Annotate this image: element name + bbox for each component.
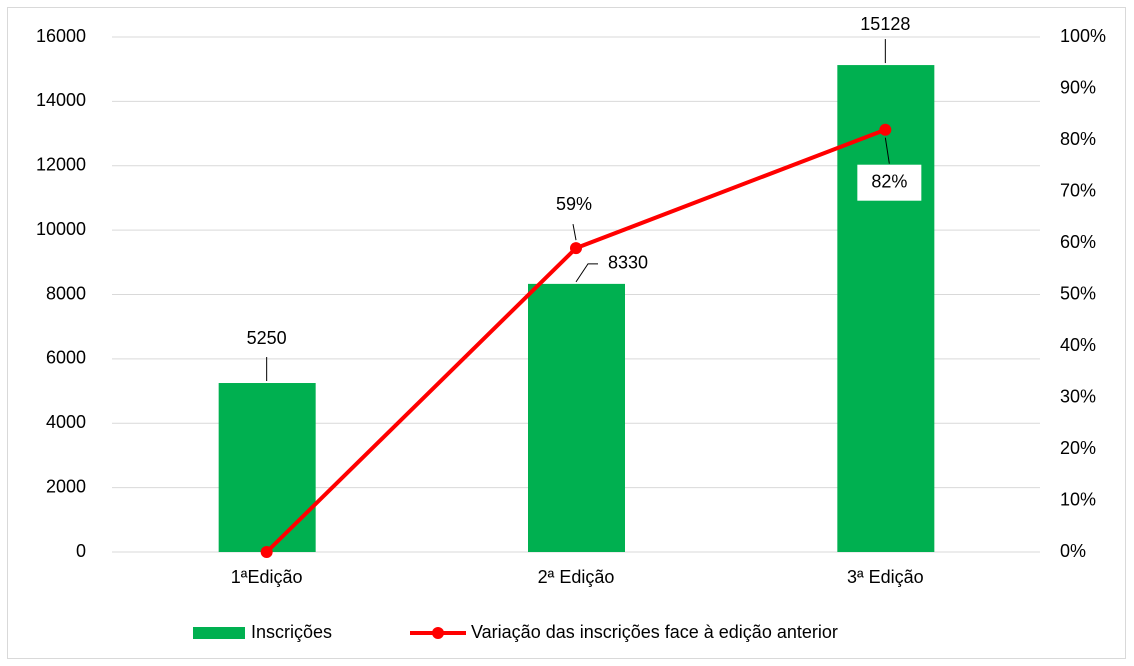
- data-label: 82%: [871, 171, 907, 191]
- line-marker: [879, 123, 892, 136]
- data-label: 15128: [860, 14, 910, 34]
- label-box: [857, 164, 922, 201]
- line-marker: [260, 546, 273, 558]
- data-label: 59%: [556, 194, 592, 214]
- y2-tick-label: 100%: [1060, 26, 1106, 46]
- leader-line: [575, 263, 598, 283]
- y-tick-label: 12000: [36, 155, 86, 175]
- y2-tick-label: 30%: [1060, 386, 1096, 406]
- y2-tick-label: 90%: [1060, 77, 1096, 97]
- x-tick-label: 2ª Edição: [538, 567, 615, 587]
- y2-tick-label: 0%: [1060, 541, 1086, 561]
- y2-tick-label: 20%: [1060, 438, 1096, 458]
- y2-tick-label: 10%: [1060, 489, 1096, 509]
- y2-tick-label: 40%: [1060, 335, 1096, 355]
- y-tick-label: 8000: [46, 283, 86, 303]
- bar: [218, 383, 316, 552]
- y2-tick-label: 70%: [1060, 180, 1096, 200]
- x-tick-label: 3ª Edição: [847, 567, 924, 587]
- data-label: 8330: [608, 253, 648, 273]
- bar: [837, 65, 935, 552]
- line-marker: [570, 242, 582, 255]
- y2-tick-label: 80%: [1060, 129, 1096, 149]
- y-tick-label: 0: [76, 541, 86, 561]
- legend-swatch: [432, 627, 444, 639]
- leader-line: [572, 224, 577, 241]
- y-tick-label: 14000: [36, 90, 86, 110]
- legend-swatch: [193, 627, 245, 639]
- legend-label: Variação das inscrições face à edição an…: [471, 622, 838, 642]
- y-tick-label: 4000: [46, 412, 86, 432]
- y-tick-label: 16000: [36, 26, 86, 46]
- x-tick-label: 1ªEdição: [231, 567, 303, 587]
- y2-tick-label: 50%: [1060, 283, 1096, 303]
- y-tick-label: 6000: [46, 348, 86, 368]
- legend-label: Inscrições: [251, 622, 332, 642]
- y-tick-label: 2000: [46, 476, 86, 496]
- leader-line: [884, 137, 890, 164]
- data-label: 5250: [247, 328, 287, 348]
- bar: [528, 283, 625, 552]
- y-tick-label: 10000: [36, 219, 86, 239]
- y2-tick-label: 60%: [1060, 232, 1096, 252]
